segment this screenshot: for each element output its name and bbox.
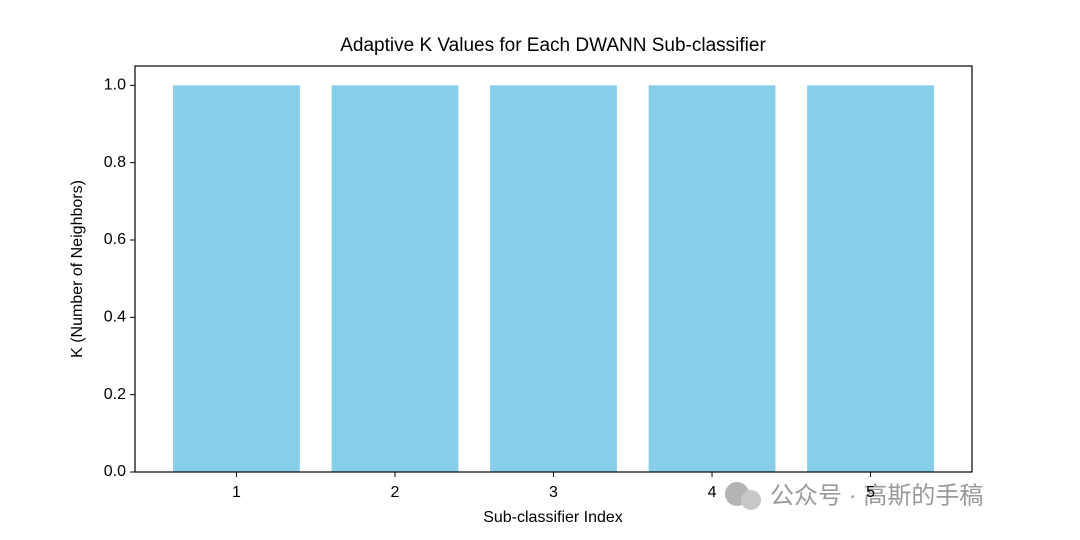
bar	[648, 85, 776, 472]
chart-title: Adaptive K Values for Each DWANN Sub-cla…	[340, 35, 766, 56]
y-tick-label: 0.8	[104, 154, 126, 171]
y-tick-label: 1.0	[104, 77, 126, 94]
x-tick-label: 5	[866, 484, 875, 501]
bar	[807, 85, 934, 472]
watermark-text: 公众号 · 高斯的手稿	[770, 482, 983, 509]
bar	[490, 85, 617, 472]
bar	[331, 85, 459, 472]
y-tick-label: 0.4	[104, 309, 126, 326]
y-tick-label: 0.6	[104, 231, 126, 248]
x-tick-label: 1	[232, 484, 241, 501]
watermark-icon	[741, 490, 761, 510]
x-tick-label: 2	[391, 484, 400, 501]
watermark: 公众号 · 高斯的手稿	[725, 482, 983, 510]
plot-area	[173, 85, 934, 472]
y-tick-label: 0.2	[104, 386, 126, 403]
y-tick-label: 0.0	[104, 463, 126, 480]
bar	[173, 85, 300, 472]
x-tick-label: 4	[708, 484, 717, 501]
x-tick-label: 3	[549, 484, 558, 501]
y-axis-label: K (Number of Neighbors)	[69, 180, 86, 358]
x-axis-label: Sub-classifier Index	[483, 509, 623, 526]
